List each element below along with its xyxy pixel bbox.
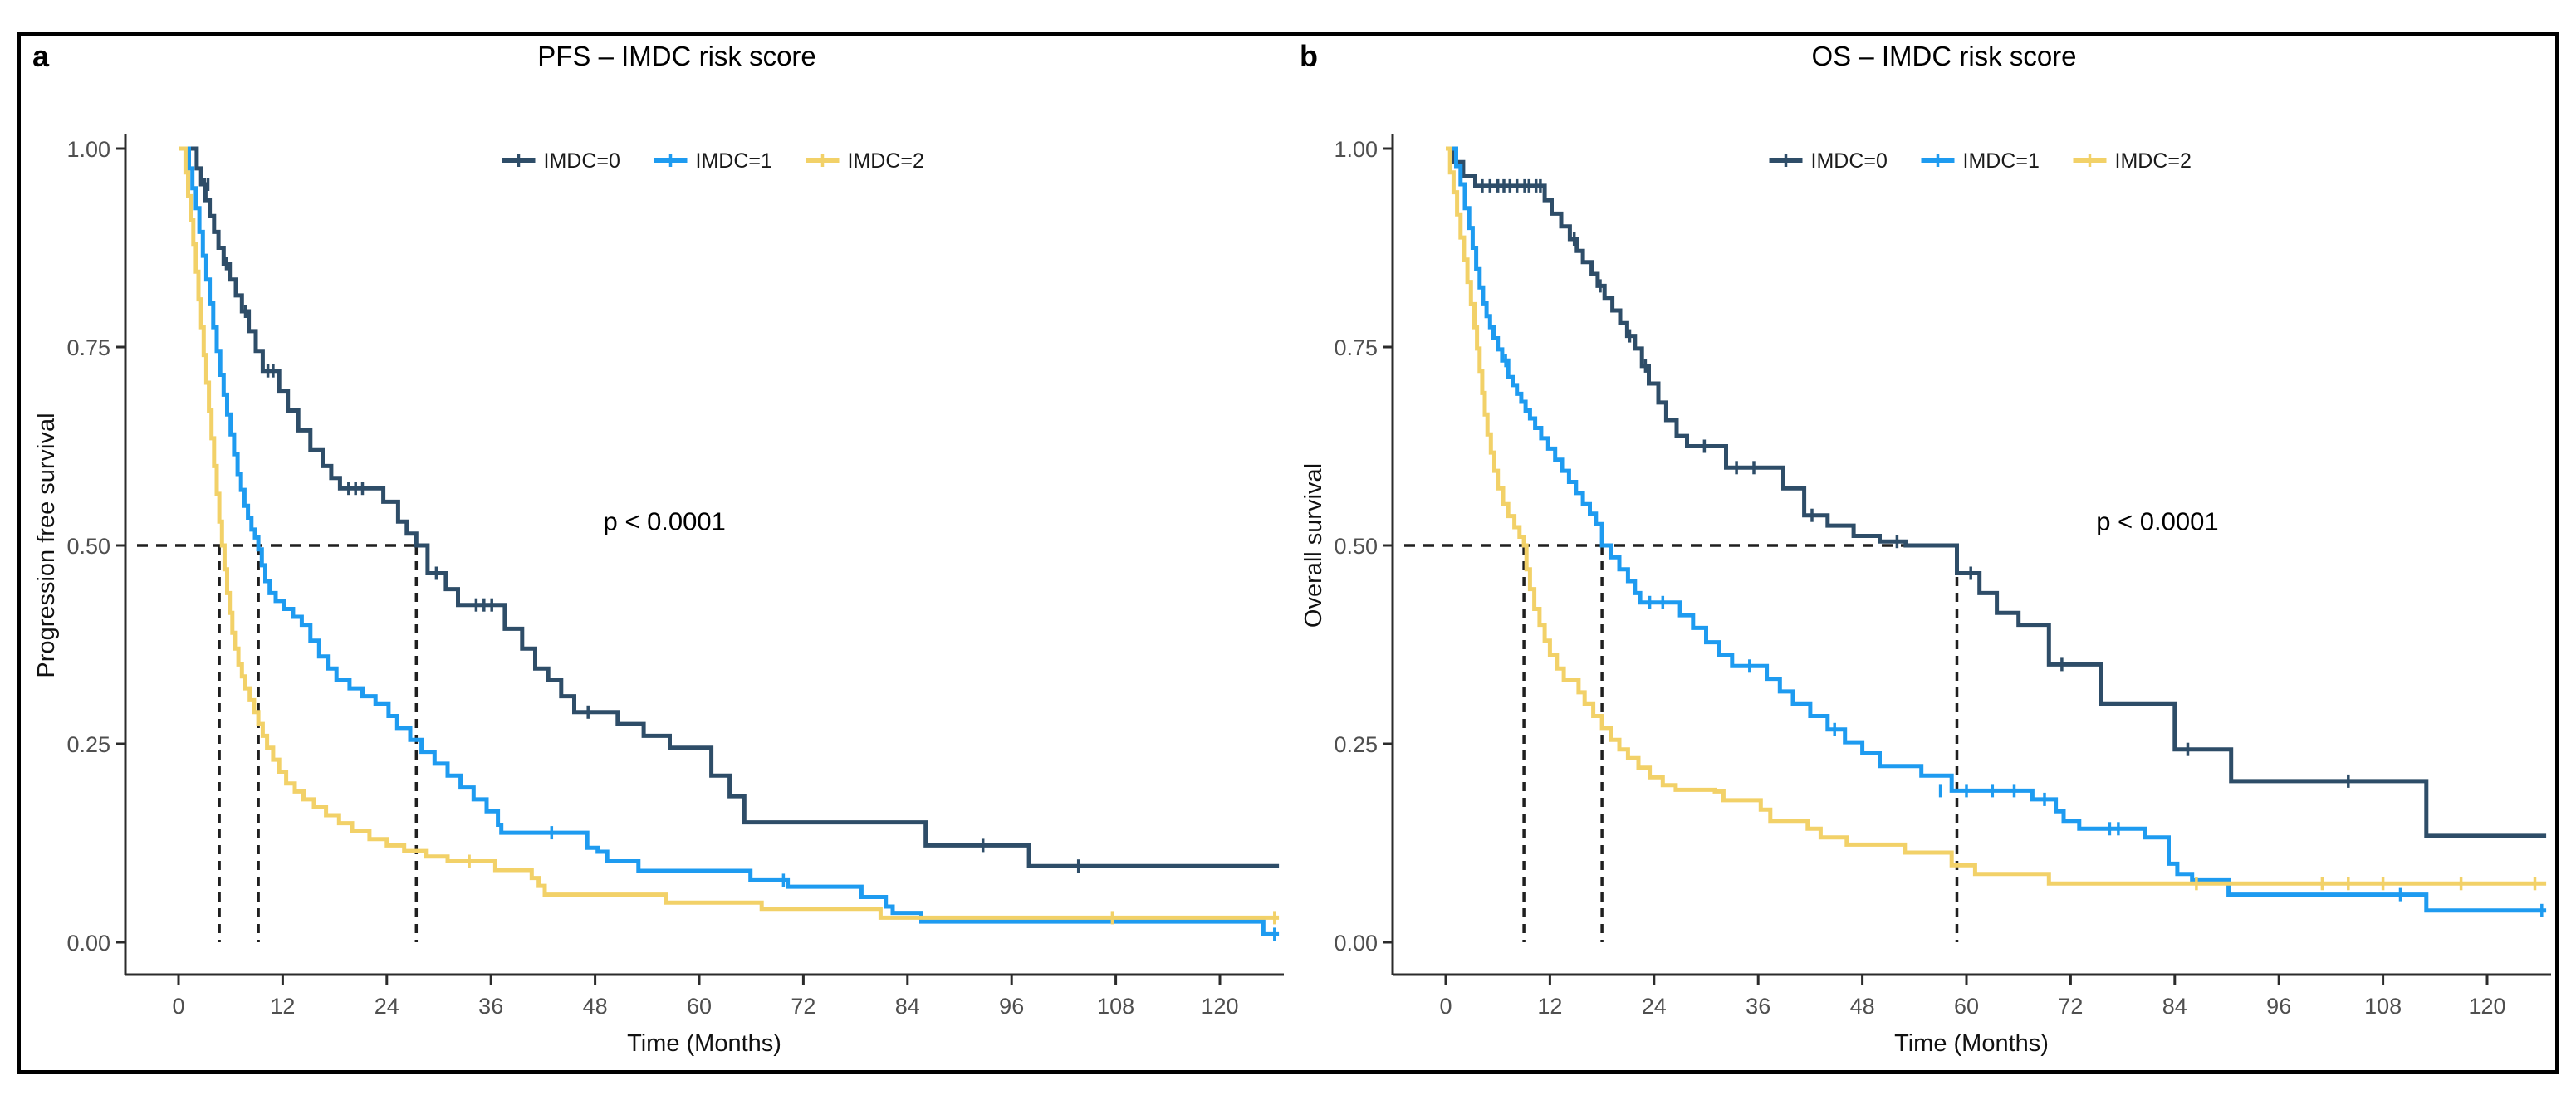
y-tick-label: 1.00 bbox=[66, 137, 110, 162]
panel-b-label: b bbox=[1300, 39, 1318, 73]
x-tick-label: 48 bbox=[583, 994, 608, 1019]
y-tick-label: 0.00 bbox=[66, 931, 110, 956]
y-tick-label: 0.75 bbox=[1334, 335, 1378, 360]
km-curve-IMDC=2 bbox=[179, 146, 1280, 920]
legend-label-IMDC=0: IMDC=0 bbox=[1811, 149, 1888, 173]
y-tick-label: 0.75 bbox=[66, 335, 110, 360]
x-tick-label: 48 bbox=[1850, 994, 1875, 1019]
x-tick-label: 108 bbox=[2364, 994, 2402, 1019]
pvalue-annotation: p < 0.0001 bbox=[2096, 506, 2218, 535]
x-tick-label: 0 bbox=[1439, 994, 1452, 1019]
x-tick-label: 12 bbox=[270, 994, 295, 1019]
legend-label-IMDC=2: IMDC=2 bbox=[848, 149, 924, 173]
x-tick-label: 72 bbox=[791, 994, 815, 1019]
panel-b-os-chart: b OS – IMDC risk score 1.00 0.75 0.50 0.25 0.… bbox=[1288, 36, 2555, 1070]
x-tick-label: 120 bbox=[1201, 994, 1238, 1019]
y-axis-title: Overall survival bbox=[1300, 463, 1327, 628]
x-tick-label: 36 bbox=[1746, 994, 1770, 1019]
km-curve-IMDC=1 bbox=[179, 146, 1280, 936]
panel-a-pfs-chart: a PFS – IMDC risk score 1.00 0.75 0.50 0.25 0… bbox=[21, 36, 1288, 1070]
y-tick-label: 0.25 bbox=[66, 732, 110, 757]
x-tick-label: 24 bbox=[1642, 994, 1667, 1019]
x-tick-label: 96 bbox=[2266, 994, 2291, 1019]
panel-a-label: a bbox=[32, 39, 50, 73]
x-tick-label: 96 bbox=[999, 994, 1024, 1019]
x-tick-label: 12 bbox=[1537, 994, 1562, 1019]
pvalue-annotation: p < 0.0001 bbox=[604, 506, 726, 535]
chart-title: PFS – IMDC risk score bbox=[537, 41, 816, 71]
x-tick-label: 0 bbox=[172, 994, 184, 1019]
legend-label-IMDC=1: IMDC=1 bbox=[696, 149, 772, 173]
pfs-km-plot: PFS – IMDC risk score 1.00 0.75 0.50 0.25 0.0… bbox=[33, 41, 1284, 1057]
x-tick-label: 60 bbox=[1954, 994, 1979, 1019]
y-tick-label: 0.50 bbox=[66, 534, 110, 559]
x-tick-label: 60 bbox=[687, 994, 712, 1019]
km-curve-IMDC=0 bbox=[1446, 146, 2547, 838]
x-axis-title: Time (Months) bbox=[1894, 1030, 2049, 1057]
x-tick-label: 84 bbox=[895, 994, 920, 1019]
km-curve-IMDC=2 bbox=[1446, 146, 2547, 886]
km-curve-IMDC=1 bbox=[1446, 146, 2547, 913]
chart-title: OS – IMDC risk score bbox=[1811, 41, 2076, 71]
x-tick-label: 120 bbox=[2468, 994, 2505, 1019]
legend-label-IMDC=2: IMDC=2 bbox=[2115, 149, 2192, 173]
y-tick-label: 0.25 bbox=[1334, 732, 1378, 757]
x-tick-label: 72 bbox=[2058, 994, 2083, 1019]
y-tick-label: 0.50 bbox=[1334, 534, 1378, 559]
x-tick-label: 84 bbox=[2162, 994, 2187, 1019]
y-tick-label: 1.00 bbox=[1334, 137, 1378, 162]
y-axis-title: Progression free survival bbox=[33, 413, 60, 677]
y-tick-label: 0.00 bbox=[1334, 931, 1378, 956]
x-axis-title: Time (Months) bbox=[627, 1030, 781, 1057]
x-tick-label: 108 bbox=[1097, 994, 1134, 1019]
os-km-plot: OS – IMDC risk score 1.00 0.75 0.50 0.25 0.00… bbox=[1300, 41, 2551, 1057]
legend-label-IMDC=0: IMDC=0 bbox=[544, 149, 620, 173]
x-tick-label: 36 bbox=[478, 994, 503, 1019]
legend-label-IMDC=1: IMDC=1 bbox=[1963, 149, 2040, 173]
figure-border: a PFS – IMDC risk score 1.00 0.75 0.50 0.25 0… bbox=[17, 32, 2559, 1074]
x-tick-label: 24 bbox=[375, 994, 399, 1019]
km-curve-IMDC=0 bbox=[179, 146, 1280, 868]
